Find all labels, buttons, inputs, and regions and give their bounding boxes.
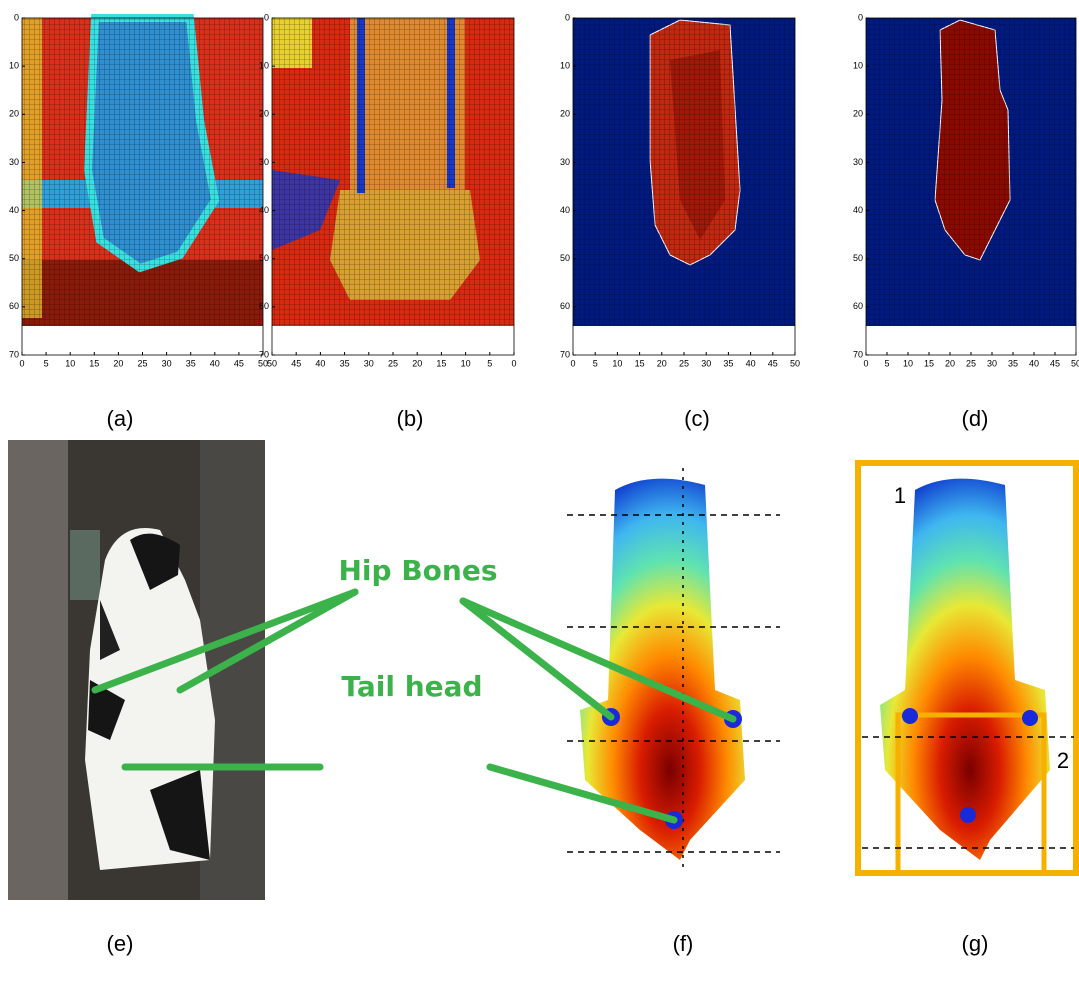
- y-tick-label: 70: [9, 349, 19, 359]
- height-map-g: [858, 463, 1076, 873]
- panel-label: (f): [673, 931, 694, 956]
- x-tick-label: 15: [89, 358, 99, 368]
- x-tick-label: 5: [487, 358, 492, 368]
- y-tick-label: 30: [9, 157, 19, 167]
- x-tick-label: 25: [966, 358, 976, 368]
- y-tick-label: 50: [9, 253, 19, 263]
- x-tick-label: 40: [746, 358, 756, 368]
- panel-label: (b): [397, 406, 424, 431]
- figure: 05101520253035404550010203040506070(a)50…: [0, 0, 1079, 976]
- y-tick-label: 30: [853, 157, 863, 167]
- x-tick-label: 30: [162, 358, 172, 368]
- region-label: 1: [894, 483, 906, 508]
- x-tick-label: 0: [511, 358, 516, 368]
- panel-label: (g): [962, 931, 989, 956]
- y-tick-label: 40: [259, 205, 269, 215]
- x-tick-label: 10: [461, 358, 471, 368]
- x-tick-label: 0: [570, 358, 575, 368]
- x-tick-label: 50: [1071, 358, 1079, 368]
- y-tick-label: 50: [853, 253, 863, 263]
- annotation: Tail head: [341, 670, 482, 703]
- region-label: 2: [1057, 748, 1069, 773]
- x-tick-label: 45: [291, 358, 301, 368]
- y-tick-label: 0: [858, 12, 863, 22]
- x-tick-label: 45: [768, 358, 778, 368]
- y-tick-label: 10: [9, 61, 19, 71]
- x-tick-label: 15: [635, 358, 645, 368]
- y-tick-label: 70: [853, 349, 863, 359]
- x-tick-label: 25: [137, 358, 147, 368]
- y-tick-label: 0: [565, 12, 570, 22]
- x-tick-label: 10: [903, 358, 913, 368]
- y-tick-label: 50: [560, 253, 570, 263]
- panel-label: (e): [107, 931, 134, 956]
- x-tick-label: 20: [657, 358, 667, 368]
- y-tick-label: 0: [264, 12, 269, 22]
- height-map-f: [567, 468, 780, 872]
- y-tick-label: 30: [560, 157, 570, 167]
- x-tick-label: 25: [679, 358, 689, 368]
- x-tick-label: 50: [790, 358, 800, 368]
- x-tick-label: 15: [436, 358, 446, 368]
- x-tick-label: 10: [65, 358, 75, 368]
- y-tick-label: 20: [259, 109, 269, 119]
- x-tick-label: 40: [1029, 358, 1039, 368]
- y-tick-label: 10: [259, 61, 269, 71]
- y-tick-label: 60: [853, 301, 863, 311]
- heatmap-b: [272, 18, 514, 326]
- y-tick-label: 70: [560, 349, 570, 359]
- panel-label: (a): [107, 406, 134, 431]
- y-tick-label: 60: [9, 301, 19, 311]
- x-tick-label: 5: [884, 358, 889, 368]
- panel-label: (c): [684, 406, 710, 431]
- x-tick-label: 35: [340, 358, 350, 368]
- y-tick-label: 40: [560, 205, 570, 215]
- y-tick-label: 30: [259, 157, 269, 167]
- photo: [8, 440, 265, 900]
- x-tick-label: 50: [267, 358, 277, 368]
- x-tick-label: 20: [113, 358, 123, 368]
- y-tick-label: 10: [560, 61, 570, 71]
- x-tick-label: 0: [863, 358, 868, 368]
- x-tick-label: 45: [234, 358, 244, 368]
- y-tick-label: 20: [9, 109, 19, 119]
- x-tick-label: 25: [388, 358, 398, 368]
- x-tick-label: 30: [701, 358, 711, 368]
- heatmap-a: [22, 18, 263, 326]
- x-tick-label: 35: [723, 358, 733, 368]
- y-tick-label: 60: [259, 301, 269, 311]
- y-tick-label: 50: [259, 253, 269, 263]
- y-tick-label: 10: [853, 61, 863, 71]
- y-tick-label: 20: [560, 109, 570, 119]
- y-tick-label: 40: [9, 205, 19, 215]
- annotation: Hip Bones: [339, 554, 498, 587]
- y-tick-label: 0: [14, 12, 19, 22]
- x-tick-label: 30: [987, 358, 997, 368]
- x-tick-label: 5: [593, 358, 598, 368]
- x-tick-label: 40: [315, 358, 325, 368]
- heatmap-c: [573, 18, 795, 326]
- panel-label: (d): [962, 406, 989, 431]
- y-tick-label: 70: [259, 349, 269, 359]
- x-tick-label: 0: [19, 358, 24, 368]
- x-tick-label: 35: [1008, 358, 1018, 368]
- x-tick-label: 40: [210, 358, 220, 368]
- heatmap-d: [866, 18, 1076, 326]
- x-tick-label: 20: [945, 358, 955, 368]
- y-tick-label: 60: [560, 301, 570, 311]
- x-tick-label: 15: [924, 358, 934, 368]
- x-tick-label: 30: [364, 358, 374, 368]
- x-tick-label: 45: [1050, 358, 1060, 368]
- y-tick-label: 20: [853, 109, 863, 119]
- x-tick-label: 5: [44, 358, 49, 368]
- x-tick-label: 20: [412, 358, 422, 368]
- x-tick-label: 10: [612, 358, 622, 368]
- y-tick-label: 40: [853, 205, 863, 215]
- x-tick-label: 35: [186, 358, 196, 368]
